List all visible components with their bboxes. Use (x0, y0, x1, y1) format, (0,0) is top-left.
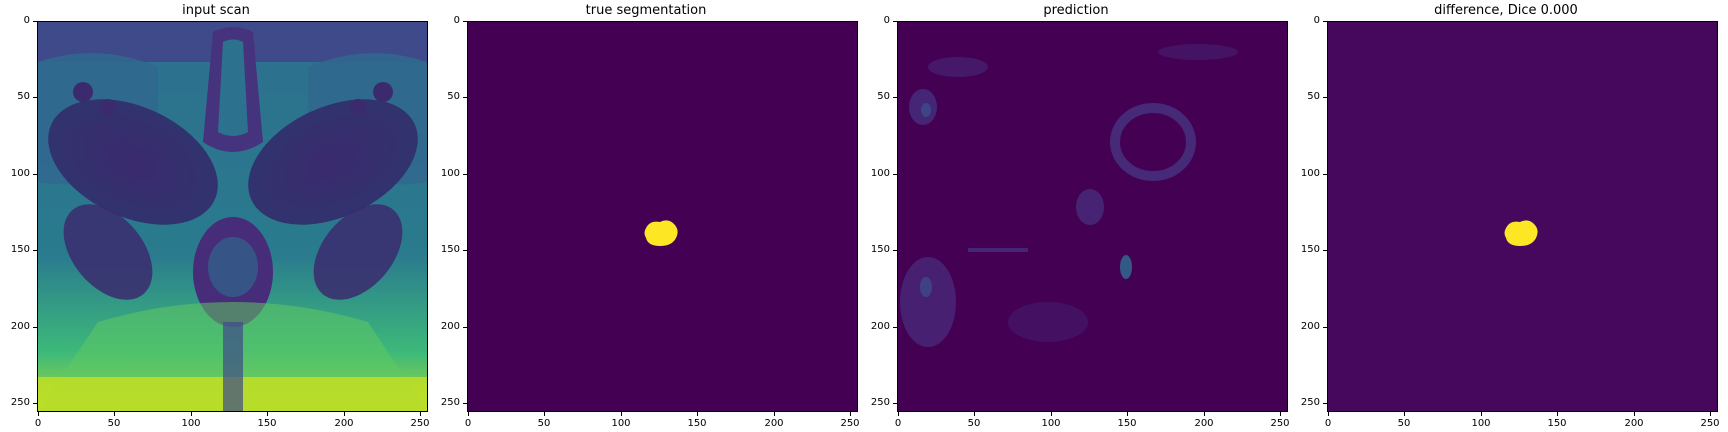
y-tick-label: 0 (23, 15, 30, 26)
x-tick-label: 150 (257, 418, 277, 429)
x-tick-label: 100 (1471, 418, 1491, 429)
x-tick-label: 200 (1194, 418, 1214, 429)
x-tick-label: 50 (107, 418, 121, 429)
panel-true-segmentation: true segmentation 0 50 100 150 200 250 0… (430, 0, 862, 432)
y-tick-label: 250 (10, 397, 30, 408)
panel-difference: difference, Dice 0.000 0 50 100 150 200 … (1290, 0, 1722, 432)
y-tick-label: 0 (453, 15, 460, 26)
x-tick-label: 0 (464, 418, 472, 429)
y-tick-label: 150 (1300, 244, 1320, 255)
y-tick-label: 0 (1313, 15, 1320, 26)
x-tick-label: 250 (1270, 418, 1290, 429)
panel-title: input scan (182, 3, 250, 18)
y-tick-label: 150 (870, 244, 890, 255)
y-tick-label: 0 (883, 15, 890, 26)
y-tick-label: 200 (10, 321, 30, 332)
prediction-heatmap-image (898, 22, 1287, 411)
image-axes-difference (1327, 21, 1718, 412)
y-tick-label: 250 (440, 397, 460, 408)
x-tick-label: 0 (1324, 418, 1332, 429)
panel-title: prediction (1043, 3, 1109, 18)
panel-title: true segmentation (585, 3, 707, 18)
x-tick-label: 150 (1547, 418, 1567, 429)
x-tick-label: 200 (1624, 418, 1644, 429)
x-tick-label: 0 (34, 418, 42, 429)
y-tick-label: 100 (1300, 168, 1320, 179)
y-tick-label: 50 (877, 91, 890, 102)
x-tick-label: 100 (611, 418, 631, 429)
x-tick-label: 250 (840, 418, 860, 429)
y-tick-label: 50 (447, 91, 460, 102)
y-tick-label: 200 (870, 321, 890, 332)
y-tick-label: 50 (1307, 91, 1320, 102)
y-tick-label: 250 (1300, 397, 1320, 408)
x-tick-label: 250 (410, 418, 430, 429)
x-tick-label: 200 (764, 418, 784, 429)
y-tick-label: 100 (440, 168, 460, 179)
segmentation-mask-image (468, 22, 857, 411)
x-tick-label: 100 (181, 418, 201, 429)
y-tick-label: 250 (870, 397, 890, 408)
y-tick-label: 200 (440, 321, 460, 332)
panel-input-scan: input scan (0, 0, 432, 432)
x-tick-label: 250 (1700, 418, 1720, 429)
image-axes-true-segmentation (467, 21, 858, 412)
y-tick-label: 200 (1300, 321, 1320, 332)
image-axes-input-scan (37, 21, 428, 412)
panel-prediction: prediction 0 50 100 150 200 250 0 50 100… (860, 0, 1292, 432)
x-tick-label: 200 (334, 418, 354, 429)
y-tick-label: 100 (870, 168, 890, 179)
x-tick-label: 100 (1041, 418, 1061, 429)
image-axes-prediction (897, 21, 1288, 412)
y-tick-label: 150 (10, 244, 30, 255)
y-tick-label: 100 (10, 168, 30, 179)
x-tick-label: 0 (894, 418, 902, 429)
x-tick-label: 150 (1117, 418, 1137, 429)
y-tick-label: 150 (440, 244, 460, 255)
x-tick-label: 50 (537, 418, 551, 429)
x-tick-label: 50 (967, 418, 981, 429)
x-tick-label: 150 (687, 418, 707, 429)
x-tick-label: 50 (1397, 418, 1411, 429)
panel-title: difference, Dice 0.000 (1434, 3, 1578, 18)
y-tick-label: 50 (17, 91, 30, 102)
difference-mask-image (1328, 22, 1717, 411)
mri-scan-image (38, 22, 427, 411)
